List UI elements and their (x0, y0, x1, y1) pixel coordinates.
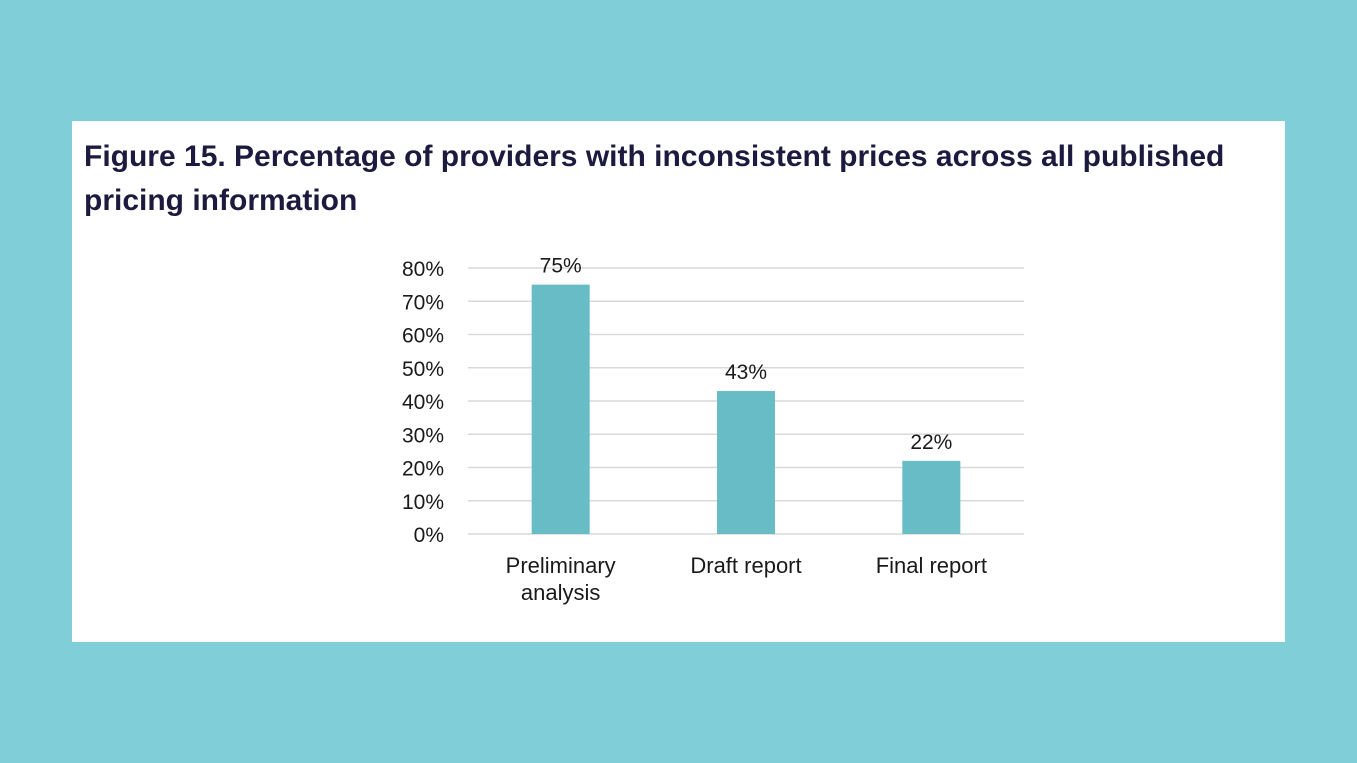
y-tick-label: 40% (402, 391, 444, 414)
y-tick-label: 50% (402, 358, 444, 381)
bar (902, 460, 961, 534)
y-axis-tick-labels: 0% 10% 20% 30% 40% 50% 60% 70% 80% (402, 258, 444, 547)
data-labels: 75% 43% 22% (540, 255, 953, 454)
y-tick-label: 60% (402, 325, 444, 348)
bar-data-label: 43% (725, 361, 767, 384)
y-tick-label: 70% (402, 291, 444, 314)
bar (531, 284, 590, 534)
bar-data-label: 75% (540, 255, 582, 278)
x-tick-label: Draft report (690, 553, 801, 578)
x-tick-label: Preliminary analysis (506, 553, 616, 605)
y-tick-label: 10% (402, 491, 444, 514)
y-tick-label: 20% (402, 458, 444, 481)
bar-chart: 0% 10% 20% 30% 40% 50% 60% 70% 80% 75% 43% 22% Pre… (402, 255, 1024, 605)
bar (717, 391, 775, 534)
y-tick-label: 80% (402, 258, 444, 281)
figure-card: Figure 15. Percentage of providers with … (72, 121, 1285, 642)
y-tick-label: 0% (414, 524, 444, 547)
x-tick-label: Final report (876, 553, 987, 578)
y-tick-label: 30% (402, 424, 444, 447)
bar-data-label: 22% (910, 431, 952, 454)
x-axis-tick-labels: Preliminary analysis Draft report Final rep… (506, 553, 987, 605)
bars (531, 284, 961, 534)
figure-title: Figure 15. Percentage of providers with … (84, 140, 1225, 217)
